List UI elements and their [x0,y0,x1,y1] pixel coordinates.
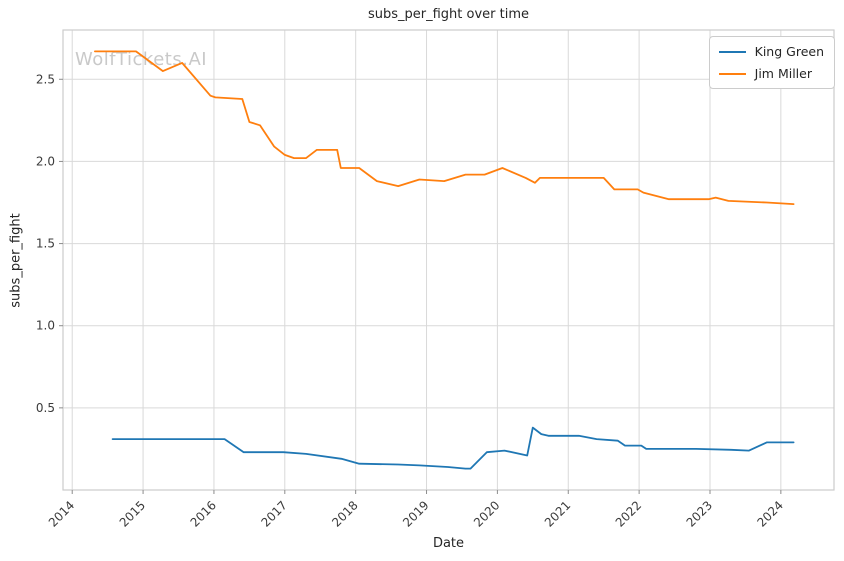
x-tick-label: 2017 [258,498,289,529]
x-tick-label: 2020 [471,498,502,529]
y-tick-label: 0.5 [36,401,55,415]
legend-swatch [718,72,746,75]
x-tick-label: 2016 [188,498,219,529]
watermark-text: WolfTickets.AI [75,49,208,70]
x-tick-label: 2023 [684,498,715,529]
x-tick-label: 2022 [613,498,644,529]
legend-entry-king-green: King Green [718,44,824,59]
plot-border [62,29,835,491]
x-tick-label: 2018 [329,498,360,529]
x-axis-label: Date [432,536,465,551]
series-line-jim-miller [94,50,795,206]
legend-label: King Green [754,44,824,59]
legend-box: King Green Jim Miller [708,36,835,89]
y-axis-label: subs_per_fight [8,213,24,308]
x-tick-label: 2024 [754,498,785,529]
legend-swatch [718,50,746,53]
x-tick-label: 2015 [117,498,148,529]
x-tick-label: 2021 [542,498,573,529]
y-tick-label: 1.5 [36,237,55,251]
chart-title: subs_per_fight over time [367,7,530,22]
x-tick-label: 2019 [400,498,431,529]
y-tick-label: 2.5 [36,72,55,86]
series-line-king-green [111,426,795,470]
y-tick-label: 2.0 [36,154,55,168]
y-tick-label: 1.0 [36,319,55,333]
legend-entry-jim-miller: Jim Miller [718,66,824,81]
legend-label: Jim Miller [754,66,812,81]
x-tick-label: 2014 [46,498,77,529]
